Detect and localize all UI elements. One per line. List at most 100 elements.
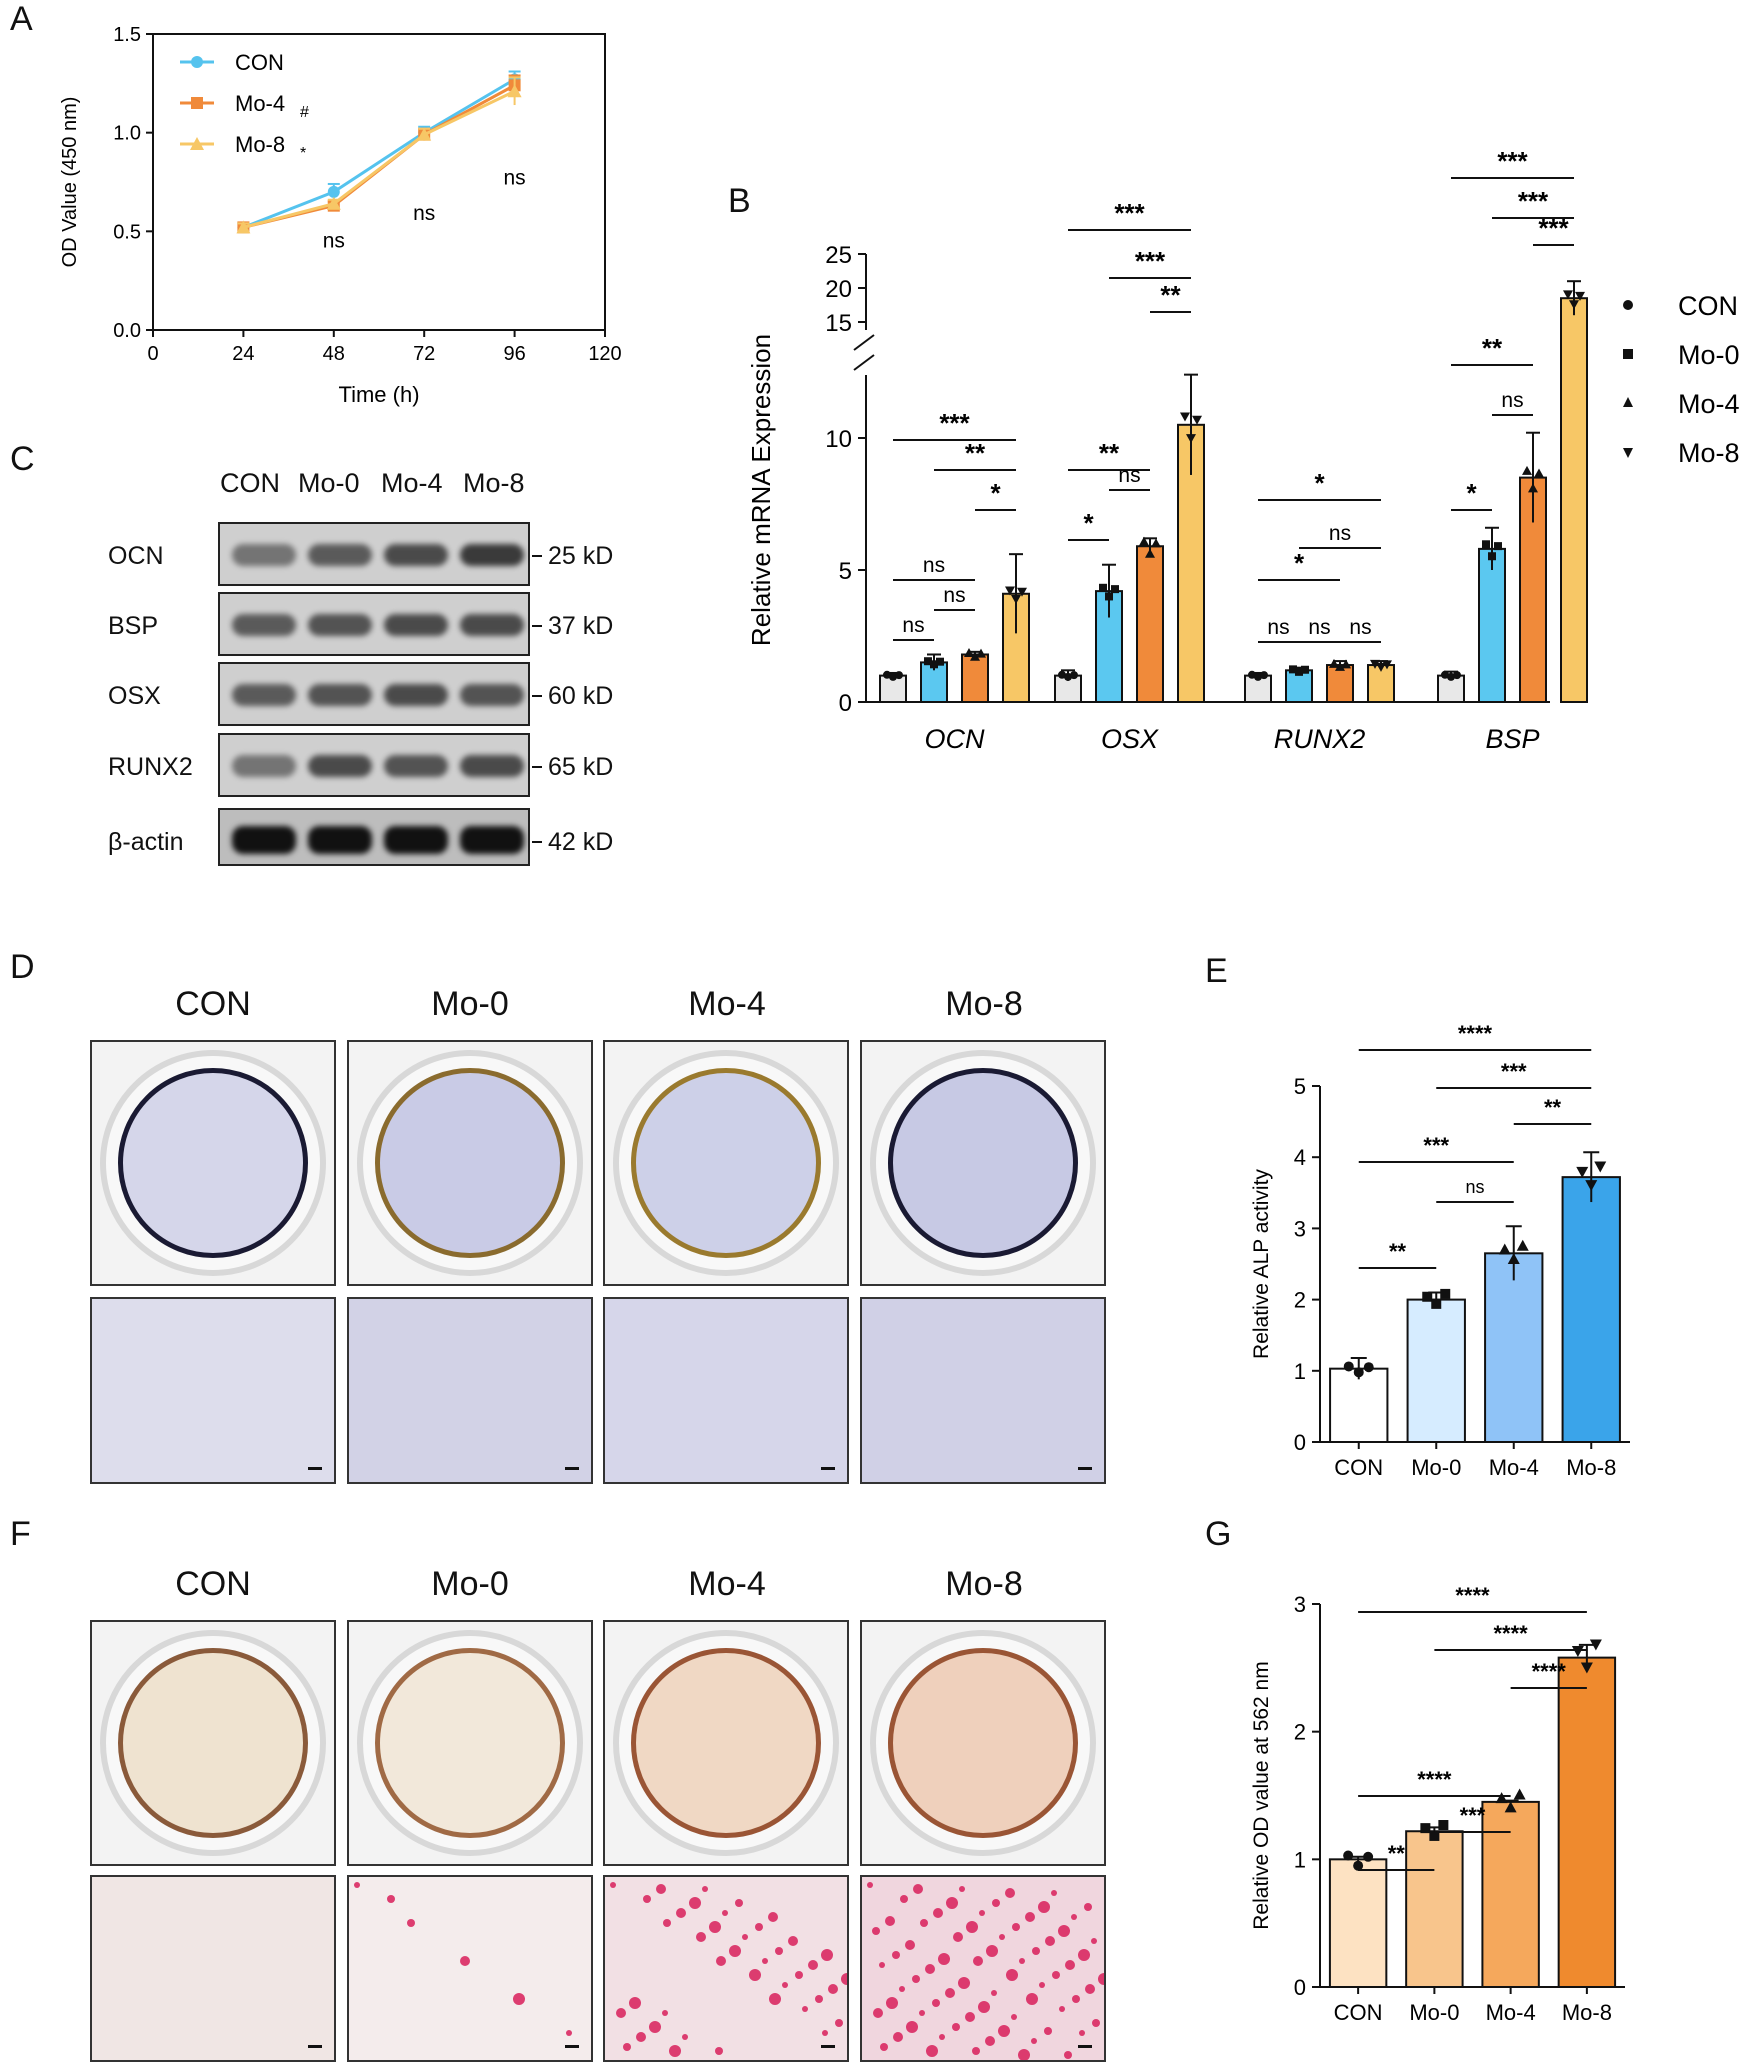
- f-stain-spot: [689, 1897, 701, 1909]
- g-data-point: [1438, 1820, 1449, 1831]
- b-legend-label: Mo-0: [1678, 340, 1740, 370]
- g-data-point: [1589, 1639, 1602, 1651]
- b-sig-label: ns: [1118, 464, 1140, 487]
- f-stain-spot: [979, 1910, 985, 1916]
- f-stain-spot: [1032, 1947, 1040, 1955]
- f-stain-spot: [808, 1960, 818, 1970]
- a-annotation: ns: [504, 167, 526, 190]
- d-well-inner: [631, 1068, 821, 1258]
- f-stain-spot: [755, 1923, 763, 1931]
- b-bar: [1560, 297, 1588, 703]
- wb-band: [308, 684, 372, 706]
- f-stain-spot: [1031, 2038, 1037, 2044]
- scale-bar: [308, 1467, 322, 1470]
- f-stain-spot: [769, 1993, 781, 2005]
- scale-bar: [1078, 1467, 1092, 1470]
- f-stain-spot: [656, 1884, 666, 1894]
- wb-col-con: CON: [220, 468, 280, 498]
- e-data-point: [1353, 1367, 1364, 1378]
- f-well-image: [347, 1620, 593, 1866]
- f-stain-spot: [676, 1908, 686, 1918]
- f-stain-spot: [938, 1953, 950, 1965]
- f-stain-spot: [663, 1919, 671, 1927]
- b-ytick-label: 25: [825, 242, 852, 269]
- b-sig-label: *: [1314, 468, 1325, 498]
- b-sig-label: ns: [1329, 522, 1351, 545]
- e-data-point: [1363, 1362, 1374, 1373]
- b-category-label: OCN: [925, 724, 986, 754]
- f-stain-spot: [999, 1934, 1005, 1940]
- b-data-point: [1260, 671, 1268, 680]
- d-micrograph: [860, 1297, 1106, 1484]
- f-stain-spot: [815, 1995, 823, 2003]
- g-bar: [1405, 1830, 1464, 1989]
- b-sig-label: ***: [1538, 213, 1569, 243]
- f-stain-spot: [913, 1884, 923, 1894]
- b-data-point: [1382, 660, 1392, 670]
- panel-label-d: D: [10, 948, 35, 986]
- f-stain-spot: [906, 2021, 918, 2033]
- b-sig-label: **: [1099, 438, 1120, 468]
- a-legend-label: Mo-8: [235, 132, 285, 157]
- a-ytick-label: 0.5: [113, 221, 141, 243]
- wb-band: [384, 544, 448, 566]
- f-stain-spot: [1051, 1890, 1057, 1896]
- a-annotation: ns: [413, 202, 435, 225]
- f-stain-spot: [920, 1919, 928, 1927]
- f-stain-spot: [629, 1997, 641, 2009]
- f-stain-spot: [513, 1993, 525, 2005]
- g-data-point: [1580, 1662, 1593, 1674]
- f-stain-spot: [1085, 1984, 1095, 1994]
- a-xtick-label: 72: [413, 343, 435, 365]
- f-stain-spot: [682, 2034, 688, 2040]
- f-stain-spot: [972, 2047, 980, 2055]
- b-sig-label: *: [1294, 548, 1305, 578]
- b-category-label: RUNX2: [1274, 724, 1366, 754]
- b-sig-label: ***: [1518, 186, 1549, 216]
- b-sig-label: ***: [1497, 146, 1528, 176]
- g-data-point: [1571, 1646, 1584, 1658]
- f-stain-spot: [1092, 2019, 1100, 2027]
- a-ytick-label: 1.5: [113, 24, 141, 46]
- b-data-point: [1289, 665, 1297, 674]
- g-ytick-label: 1: [1294, 1847, 1306, 1872]
- scale-bar: [1078, 2045, 1092, 2048]
- f-stain-spot: [841, 1973, 847, 1985]
- f-stain-spot: [985, 2036, 995, 2046]
- e-xtick-label: Mo-0: [1411, 1455, 1461, 1480]
- b-data-point: [1248, 670, 1256, 679]
- scale-bar: [308, 2045, 322, 2048]
- f-stain-spot: [905, 1940, 915, 1950]
- wb-band: [308, 755, 372, 777]
- e-xtick-label: Mo-8: [1566, 1455, 1616, 1480]
- b-data-point: [1494, 542, 1502, 551]
- f-stain-spot: [1025, 1912, 1035, 1922]
- e-data-point: [1440, 1288, 1451, 1299]
- b-data-point: [1111, 585, 1119, 594]
- f-title-con: CON: [175, 1565, 251, 1603]
- b-legend-marker: [1623, 349, 1633, 359]
- a-legend-sig: #: [300, 104, 309, 121]
- panel-label-a: A: [10, 0, 33, 38]
- wb-protein-label: OSX: [108, 682, 161, 710]
- f-stain-spot: [566, 2030, 572, 2036]
- b-data-point: [1192, 415, 1202, 425]
- e-data-point: [1431, 1298, 1442, 1309]
- b-data-point: [1058, 670, 1066, 679]
- b-data-point: [1139, 536, 1149, 546]
- wb-band: [460, 826, 524, 854]
- e-data-point: [1576, 1166, 1589, 1178]
- panel-label-f: F: [10, 1515, 31, 1553]
- wb-band: [232, 614, 296, 636]
- b-ytick-label: 15: [825, 310, 852, 337]
- a-point: [507, 84, 522, 98]
- f-stain-spot: [662, 2010, 668, 2016]
- g-ytick-label: 2: [1294, 1720, 1306, 1745]
- b-sig-label: *: [990, 478, 1001, 508]
- f-stain-spot: [729, 1945, 741, 1957]
- e-sig-label: ***: [1501, 1059, 1527, 1084]
- f-stain-spot: [893, 2032, 903, 2042]
- f-stain-spot: [1078, 1949, 1090, 1961]
- b-data-point: [1441, 670, 1449, 679]
